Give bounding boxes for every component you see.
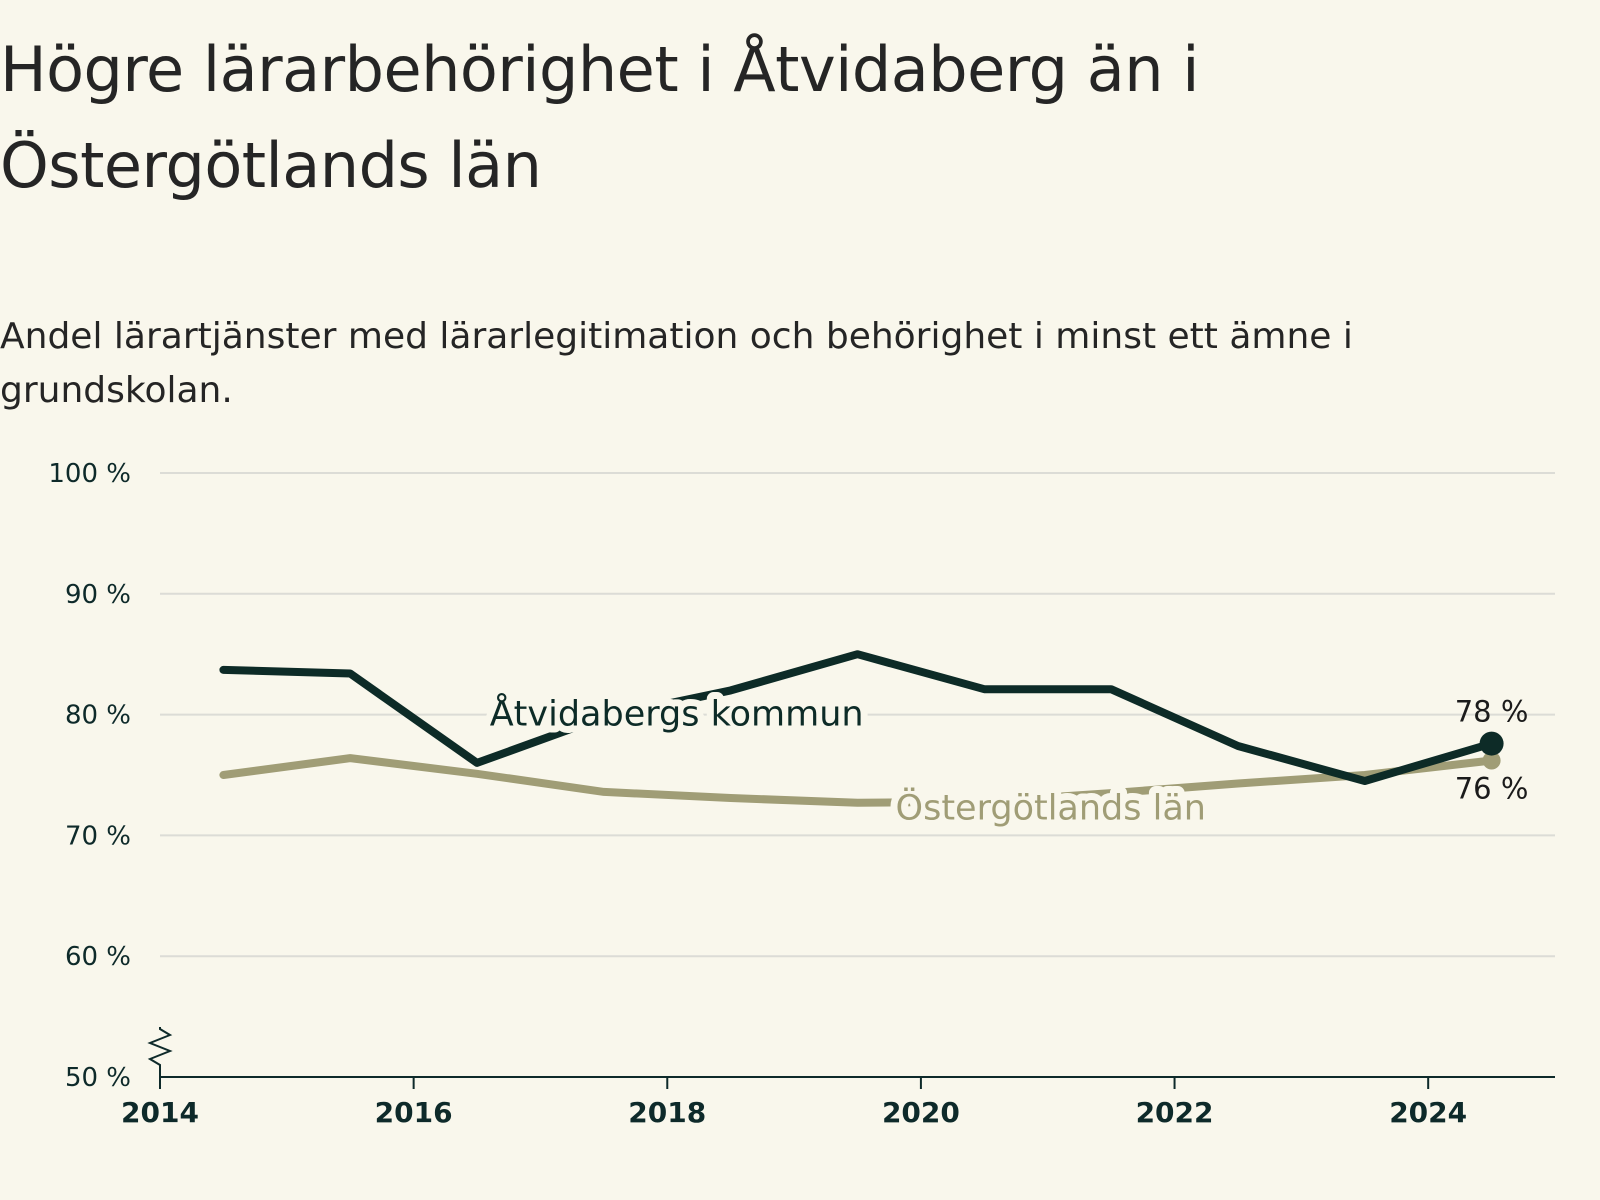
series-layer [219, 650, 1504, 807]
x-tick-label: 2016 [375, 1096, 453, 1129]
y-tick-label: 70 % [65, 821, 131, 851]
axis-break-icon [147, 1027, 173, 1077]
end-value-label: 76 % [1455, 772, 1529, 806]
end-marker [1479, 731, 1504, 756]
y-tick-label: 90 % [65, 580, 131, 610]
y-tick-label: 60 % [65, 942, 131, 972]
gridlines [160, 472, 1555, 958]
y-axis: 50 % 60 % 70 % 80 % 90 % 100 % [48, 459, 173, 1093]
series-label-atvidaberg: Åtvidabergs kommun [490, 691, 864, 734]
end-marker [1482, 751, 1501, 770]
chart-subtitle: Andel lärartjänster med lärarlegitimatio… [0, 316, 1353, 411]
x-tick-label: 2014 [121, 1096, 199, 1129]
y-tick-label: 80 % [65, 701, 131, 731]
x-tick-label: 2022 [1136, 1096, 1214, 1129]
series-label-ostergotland: Östergötlands län [896, 787, 1206, 829]
series-line-atvidaberg [219, 650, 1496, 785]
chart-title: Högre lärarbehörighet i Åtvidaberg än i … [0, 33, 1199, 202]
x-tick-label: 2024 [1389, 1096, 1467, 1129]
y-tick-label: 100 % [48, 459, 131, 489]
x-axis: 2014 2016 2018 2020 2022 2024 [121, 1076, 1555, 1129]
y-tick-label: 50 % [65, 1063, 131, 1093]
x-tick-label: 2020 [882, 1096, 960, 1129]
x-tick-label: 2018 [628, 1096, 706, 1129]
end-value-label: 78 % [1455, 695, 1529, 729]
series-line-ostergotland [219, 754, 1496, 807]
annotations: Åtvidabergs kommun Östergötlands län 78 % 7… [483, 684, 1529, 835]
